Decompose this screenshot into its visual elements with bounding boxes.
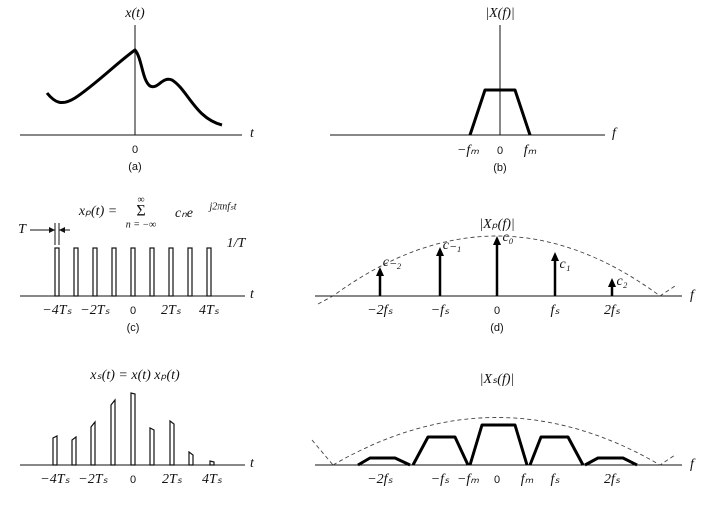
x-label: f: [612, 126, 618, 141]
tick-label: 4Tₛ: [202, 472, 223, 487]
replicated-spectrum: [357, 423, 638, 467]
formula: j2πnfₛt: [207, 201, 236, 212]
formula: xₛ(t) = x(t) xₚ(t): [89, 368, 180, 383]
tick-label: −fₛ: [431, 472, 450, 487]
tick-label: −4Tₛ: [42, 303, 72, 318]
tick-label: −2Tₛ: [80, 303, 110, 318]
envelope: [317, 235, 676, 305]
coefficient: c₂: [616, 274, 627, 289]
x-label: t: [250, 456, 255, 471]
x-label: t: [250, 287, 255, 302]
tick-label: −2fₛ: [367, 472, 393, 487]
coefficient: c₋₂: [383, 255, 402, 270]
tick-label: fₛ: [550, 472, 560, 487]
y-label: |Xₚ(f)|: [479, 217, 514, 232]
panel-e: xₛ(t) = x(t) xₚ(t) t −4Tₛ −2Tₛ 0 2Tₛ 4Tₛ: [20, 368, 255, 487]
impulses: [376, 236, 616, 296]
tick-label: −2fₛ: [367, 303, 393, 318]
coefficient: c₁: [559, 257, 570, 272]
coefficient: c₀: [502, 230, 513, 245]
panel-c: T xₚ(t) = Σ ∞ n = −∞ cₙe j2πnfₛt 1/T t −…: [18, 194, 255, 334]
tick-label: 0: [130, 474, 136, 486]
x-label: t: [250, 126, 255, 141]
tick-label: 2Tₛ: [161, 303, 182, 318]
tick-label: fₘ: [521, 472, 534, 487]
panel-b: |X(f)| f −fₘ 0 fₘ (b): [330, 6, 618, 174]
tick-label: 2fₛ: [604, 303, 621, 318]
caption: (c): [127, 322, 140, 334]
x-label: f: [690, 288, 696, 303]
formula: xₚ(t) =: [78, 204, 117, 219]
formula: Σ: [136, 203, 145, 220]
panel-d: |Xₚ(f)| c₋₂ c₋₁ c₀ c₁ c₂ f −2fₛ −fₛ 0 fₛ…: [315, 217, 696, 334]
tick-label: 2Tₛ: [162, 472, 183, 487]
tick-label: −fₛ: [431, 303, 450, 318]
panel-a: x(t) t 0 (a): [20, 6, 255, 173]
tick-label: −2Tₛ: [78, 472, 108, 487]
formula: n = −∞: [126, 219, 157, 230]
coefficient: c₋₁: [443, 238, 461, 253]
height-label: 1/T: [227, 236, 247, 251]
tick-label: 0: [494, 474, 500, 486]
signal-curve: [45, 48, 223, 127]
panel-f: |Xₛ(f)| f −2fₛ −fₛ −fₘ 0 fₘ fₛ 2fₛ: [311, 372, 696, 487]
tick-label: 0: [494, 305, 500, 317]
tick-label: fₛ: [550, 303, 560, 318]
tick-label: 4Tₛ: [199, 303, 220, 318]
pulse-train: [54, 247, 212, 297]
formula: cₙe: [175, 206, 193, 221]
tick-label: 0: [497, 145, 503, 157]
tick-label: 2fₛ: [604, 472, 621, 487]
y-label: x(t): [124, 6, 145, 21]
tick-label: −4Tₛ: [40, 472, 70, 487]
y-label: |Xₛ(f)|: [480, 372, 515, 387]
x-label: f: [690, 457, 696, 472]
tick-label: 0: [132, 144, 138, 156]
caption: (d): [490, 322, 503, 334]
spectrum: [468, 88, 532, 136]
tick-label: −fₘ: [457, 472, 479, 487]
sampled-pulses: [52, 392, 215, 466]
tick-label: 0: [130, 305, 136, 317]
period-label: T: [18, 222, 27, 237]
formula: ∞: [137, 194, 144, 205]
tick-label: −fₘ: [457, 143, 479, 158]
tick-label: fₘ: [524, 143, 537, 158]
envelope: [311, 417, 676, 466]
caption: (b): [493, 162, 506, 174]
caption: (a): [128, 161, 141, 173]
y-label: |X(f)|: [485, 6, 514, 21]
